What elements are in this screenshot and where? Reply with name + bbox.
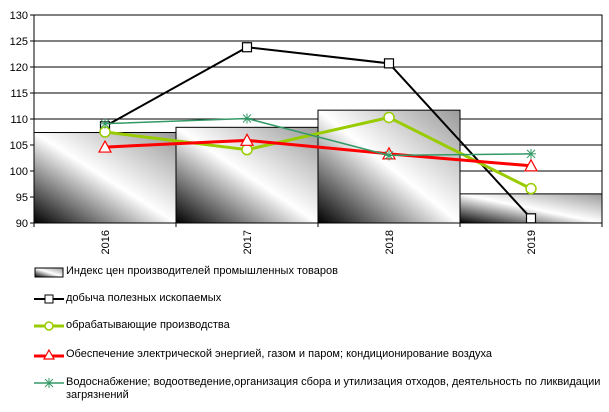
y-tick-label: 100 (10, 166, 28, 178)
y-tick-label: 115 (10, 88, 28, 100)
data-point (383, 58, 395, 69)
y-tick-label: 125 (10, 36, 28, 48)
y-tick-label: 95 (16, 192, 28, 204)
y-tick-label: 130 (10, 10, 28, 22)
data-point (239, 133, 255, 146)
legend-key-bar (34, 267, 64, 278)
legend-item-water: Водоснабжение; водоотведение,организация… (34, 376, 606, 402)
x-tick-label: 2018 (384, 230, 396, 254)
legend-item-mining: добыча полезных ископаемых (34, 292, 221, 305)
y-tick-label: 120 (10, 62, 28, 74)
data-point (383, 111, 395, 124)
x-tick-label: 2016 (100, 230, 112, 254)
x-tick-label: 2017 (242, 230, 254, 254)
data-point (241, 42, 253, 53)
legend-label-ppi: Индекс цен производителей промышленных т… (66, 265, 338, 277)
legend-item-manufacturing: обрабатывающие производства (34, 319, 230, 332)
data-point (100, 118, 110, 129)
series-line (104, 138, 532, 168)
data-point (525, 213, 537, 224)
legend-key-mining (34, 294, 64, 304)
y-tick-label: 110 (10, 114, 28, 126)
legend-item-energy: Обеспечение электрической энергией, газо… (34, 348, 492, 361)
data-point (523, 158, 539, 172)
y-tick-label: 105 (10, 140, 28, 152)
series-line (104, 117, 532, 157)
data-point (241, 143, 253, 156)
legend-key-energy (34, 349, 64, 360)
legend-label-manufacturing: обрабатывающие производства (66, 319, 230, 331)
bar (317, 109, 461, 224)
legend-label-mining: добыча полезных ископаемых (66, 292, 222, 304)
x-tick-label: 2019 (526, 230, 538, 254)
data-point (384, 150, 394, 161)
data-point (242, 113, 252, 124)
series-line (104, 115, 532, 191)
legend-item-ppi: Индекс цен производителей промышленных т… (34, 265, 338, 278)
plot-area: 90 95 100 105 110 115 120 125 130 2016 2017 2018 201… (10, 10, 603, 254)
data-point (526, 148, 536, 159)
data-point (525, 182, 537, 195)
series-line (104, 46, 532, 219)
y-tick-label: 90 (16, 218, 28, 230)
legend-key-water (34, 378, 64, 388)
legend-label-water: Водоснабжение; водоотведение,организация… (66, 376, 601, 401)
legend-label-energy: Обеспечение электрической энергией, газо… (66, 348, 492, 360)
data-point (97, 139, 113, 153)
legend-key-manufacturing (34, 321, 64, 331)
